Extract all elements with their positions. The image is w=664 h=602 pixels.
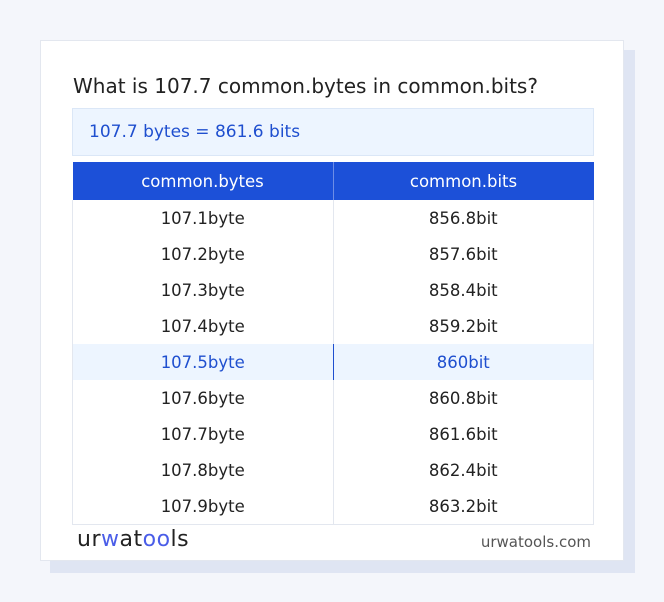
table-row: 107.9byte 863.2bit	[72, 488, 594, 525]
bits-cell: 860bit	[332, 344, 594, 380]
page-title: What is 107.7 common.bytes in common.bit…	[73, 74, 538, 98]
site-link[interactable]: urwatools.com	[480, 533, 591, 551]
bytes-cell: 107.9byte	[72, 488, 333, 525]
result-box: 107.7 bytes = 861.6 bits	[72, 108, 594, 156]
bits-cell: 863.2bit	[332, 488, 594, 525]
bytes-cell: 107.5byte	[72, 344, 333, 380]
table-row: 107.4byte 859.2bit	[72, 308, 594, 344]
bytes-cell: 107.2byte	[72, 236, 333, 272]
table-row: 107.1byte 856.8bit	[72, 200, 594, 236]
bytes-cell: 107.7byte	[72, 416, 333, 452]
table-row: 107.2byte 857.6bit	[72, 236, 594, 272]
table-row: 107.7byte 861.6bit	[72, 416, 594, 452]
bytes-cell: 107.3byte	[72, 272, 333, 308]
bytes-cell: 107.6byte	[72, 380, 333, 416]
bits-cell: 861.6bit	[332, 416, 594, 452]
table-row: 107.6byte 860.8bit	[72, 380, 594, 416]
bits-cell: 857.6bit	[332, 236, 594, 272]
table-row: 107.3byte 858.4bit	[72, 272, 594, 308]
urwatools-logo[interactable]: urwatools	[77, 527, 190, 552]
bytes-cell: 107.8byte	[72, 452, 333, 488]
bits-cell: 856.8bit	[332, 200, 594, 236]
converter-card: What is 107.7 common.bytes in common.bit…	[40, 40, 624, 561]
bits-cell: 862.4bit	[332, 452, 594, 488]
bytes-cell: 107.1byte	[72, 200, 333, 236]
bits-cell: 859.2bit	[332, 308, 594, 344]
bits-cell: 858.4bit	[332, 272, 594, 308]
table-row: 107.8byte 862.4bit	[72, 452, 594, 488]
table-row: 107.5byte 860bit	[72, 344, 594, 380]
conversion-table: common.bytes common.bits 107.1byte 856.8b…	[72, 162, 594, 525]
bytes-cell: 107.4byte	[72, 308, 333, 344]
column-header-bytes: common.bytes	[72, 162, 333, 200]
column-header-bits: common.bits	[332, 162, 594, 200]
bits-cell: 860.8bit	[332, 380, 594, 416]
